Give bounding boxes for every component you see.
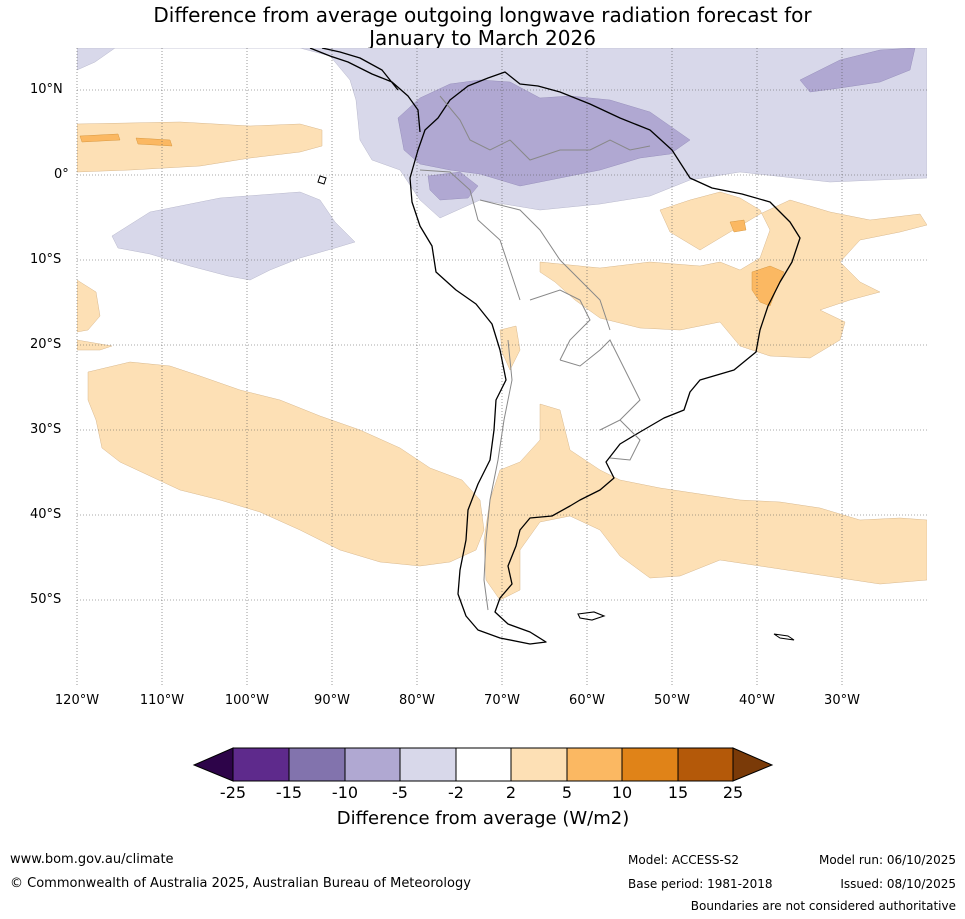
- colorbar-bin: [677, 747, 734, 782]
- colorbar-overflow-triangle: [732, 747, 774, 782]
- lon-label: 70°W: [484, 693, 520, 708]
- colorbar-tick-label: -15: [275, 783, 303, 802]
- anomaly-medium-orange-3: [729, 219, 747, 233]
- border-paraguay-argentina: [559, 339, 641, 421]
- lat-label: 30°S: [30, 422, 62, 437]
- graticule: [76, 48, 927, 685]
- anomaly-light-orange-andes-strip: [499, 325, 521, 371]
- colorbar-title: Difference from average (W/m2): [336, 808, 630, 829]
- anomaly-fields: [77, 48, 927, 601]
- lon-label: 60°W: [569, 693, 605, 708]
- border-venezuela-brazil: [509, 139, 651, 161]
- anomaly-light-orange-south-atlantic: [483, 403, 927, 601]
- base-period: Base period: 1981-2018: [628, 877, 773, 891]
- anomaly-medium-purple-atlantic: [799, 48, 916, 93]
- model-name: Model: ACCESS-S2: [628, 853, 740, 867]
- lon-label: 120°W: [54, 693, 100, 708]
- anomaly-light-orange-brazil-atlantic: [539, 191, 927, 359]
- anomaly-medium-purple-amazon: [397, 79, 691, 187]
- model-run-date: Model run: 06/10/2025: [818, 853, 956, 867]
- title-line-2: January to March 2026: [369, 26, 596, 50]
- border-andes-west: [419, 169, 521, 301]
- lon-label: 100°W: [224, 693, 270, 708]
- colorbar: [192, 747, 774, 782]
- anomaly-medium-orange-1: [79, 133, 121, 143]
- lat-label: 50°S: [30, 592, 62, 607]
- colorbar-bin: [566, 747, 623, 782]
- anomaly-light-orange-pacific-west: [77, 279, 113, 351]
- title-line-1: Difference from average outgoing longwav…: [153, 3, 812, 27]
- anomaly-light-orange-pacific-south: [87, 361, 485, 567]
- colorbar-tick-label: 2: [505, 783, 517, 802]
- map-title: Difference from average outgoing longwav…: [0, 4, 965, 50]
- colorbar-underflow-triangle: [192, 747, 234, 782]
- anomaly-light-orange-pacific-north: [77, 121, 323, 173]
- falkland-islands: [577, 611, 606, 621]
- anomaly-medium-purple-andes: [427, 171, 479, 201]
- anomaly-medium-orange-4: [751, 265, 785, 307]
- border-bolivia-paraguay: [529, 289, 591, 361]
- colorbar-bin: [455, 747, 512, 782]
- lon-label: 80°W: [399, 693, 435, 708]
- border-chile-argentina: [483, 339, 513, 611]
- colorbar-tick-label: -25: [219, 783, 247, 802]
- colorbar-bin: [288, 747, 346, 782]
- colorbar-tick-label: 10: [611, 783, 633, 802]
- lat-label: 40°S: [30, 507, 62, 522]
- colorbar-tick-label: 15: [667, 783, 689, 802]
- anomaly-medium-orange-2: [135, 137, 173, 147]
- border-brazil-bolivia: [479, 199, 611, 331]
- colorbar-bin: [344, 747, 401, 782]
- country-borders: [419, 95, 651, 611]
- central-america-coastline: [309, 48, 421, 133]
- website-link[interactable]: www.bom.gov.au/climate: [10, 852, 174, 867]
- anomaly-light-purple-pacific: [111, 191, 356, 281]
- colorbar-tick-label: -10: [331, 783, 359, 802]
- copyright-text: © Commonwealth of Australia 2025, Austra…: [10, 876, 471, 891]
- colorbar-bin: [399, 747, 457, 782]
- lon-label: 40°W: [739, 693, 775, 708]
- border-uruguay: [599, 419, 641, 461]
- galapagos: [317, 175, 327, 185]
- lon-label: 110°W: [139, 693, 185, 708]
- lat-label: 20°S: [30, 337, 62, 352]
- lon-label: 50°W: [654, 693, 690, 708]
- colorbar-tick-label: 5: [561, 783, 573, 802]
- border-colombia-venezuela: [439, 95, 511, 151]
- colorbar-bin: [510, 747, 568, 782]
- boundaries-note: Boundaries are not considered authoritat…: [690, 899, 956, 913]
- colorbar-tick-label: 25: [722, 783, 744, 802]
- colorbar-bin: [232, 747, 290, 782]
- colorbar-bin: [621, 747, 679, 782]
- lon-label: 90°W: [314, 693, 350, 708]
- colorbar-tick-label: -5: [392, 783, 408, 802]
- colorbar-tick-label: -2: [448, 783, 464, 802]
- lat-label: 10°S: [30, 252, 62, 267]
- lat-label: 10°N: [30, 82, 63, 97]
- south-america-coastline: [409, 71, 801, 645]
- lat-label: 0°: [54, 167, 69, 182]
- south-georgia: [773, 633, 795, 641]
- lon-label: 30°W: [824, 693, 860, 708]
- issued-date: Issued: 08/10/2025: [840, 877, 956, 891]
